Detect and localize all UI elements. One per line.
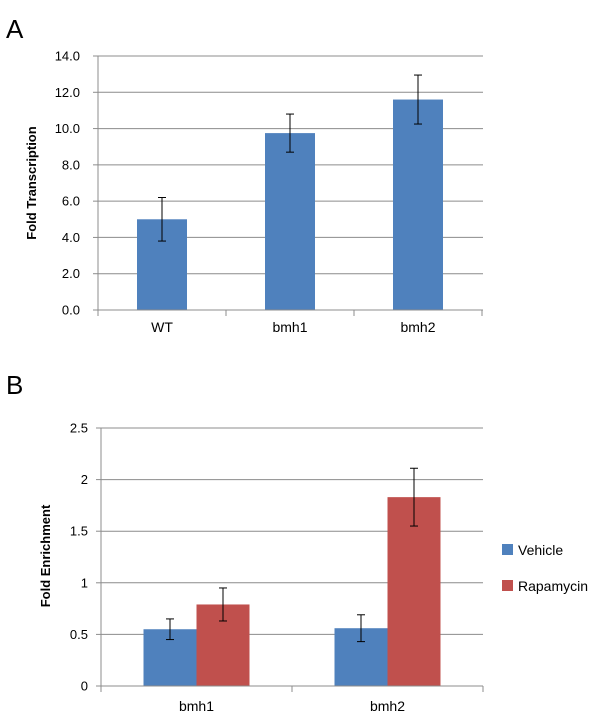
y-tick-label: 14.0 bbox=[55, 49, 80, 64]
y-tick-label: 2 bbox=[81, 472, 88, 487]
panel-a-y-axis-title: Fold Transcription bbox=[24, 126, 39, 239]
error-bar bbox=[414, 74, 422, 125]
bar-series-bmh2 bbox=[393, 99, 443, 311]
bar-rapamycin-bmh2 bbox=[387, 497, 441, 686]
error-bar bbox=[410, 467, 418, 527]
legend-label-vehicle: Vehicle bbox=[518, 542, 563, 558]
panel-b-y-axis-title: Fold Enrichment bbox=[38, 504, 53, 607]
x-category-label: bmh2 bbox=[370, 698, 405, 714]
legend-swatch-vehicle bbox=[502, 544, 513, 555]
error-bar bbox=[158, 197, 166, 242]
panel-a-letter: A bbox=[6, 14, 24, 44]
x-category-label: bmh2 bbox=[400, 319, 435, 335]
panel-b-legend: Vehicle Rapamycin bbox=[502, 542, 588, 594]
y-tick-label: 1 bbox=[81, 575, 88, 590]
error-bar bbox=[219, 587, 227, 622]
error-bar bbox=[357, 614, 365, 643]
y-tick-label: 0.5 bbox=[70, 627, 88, 642]
y-tick-label: 8.0 bbox=[62, 157, 80, 172]
y-tick-label: 10.0 bbox=[55, 121, 80, 136]
y-tick-label: 2.0 bbox=[62, 266, 80, 281]
panel-b-letter: B bbox=[6, 370, 23, 400]
legend-swatch-rapamycin bbox=[502, 580, 513, 591]
y-tick-label: 2.5 bbox=[70, 421, 88, 436]
x-category-label: bmh1 bbox=[272, 319, 307, 335]
panel-b-chart: B Fold Enrichment 00.511.522.5 bmh1 bmh2 … bbox=[6, 370, 588, 714]
bar-series-bmh1 bbox=[265, 133, 315, 310]
x-category-label: WT bbox=[151, 319, 173, 335]
error-bar bbox=[166, 618, 174, 641]
panel-a-chart: A Fold Transcription 0.0 2.0 4.0 6.0 8.0 10.0… bbox=[6, 14, 483, 335]
y-tick-label: 1.5 bbox=[70, 524, 88, 539]
y-tick-label: 0.0 bbox=[62, 303, 80, 318]
y-tick-label: 4.0 bbox=[62, 230, 80, 245]
legend-label-rapamycin: Rapamycin bbox=[518, 578, 588, 594]
y-tick-label: 12.0 bbox=[55, 85, 80, 100]
error-bar bbox=[286, 113, 294, 153]
y-tick-label: 0 bbox=[81, 679, 88, 694]
y-tick-label: 6.0 bbox=[62, 194, 80, 209]
x-category-label: bmh1 bbox=[179, 698, 214, 714]
